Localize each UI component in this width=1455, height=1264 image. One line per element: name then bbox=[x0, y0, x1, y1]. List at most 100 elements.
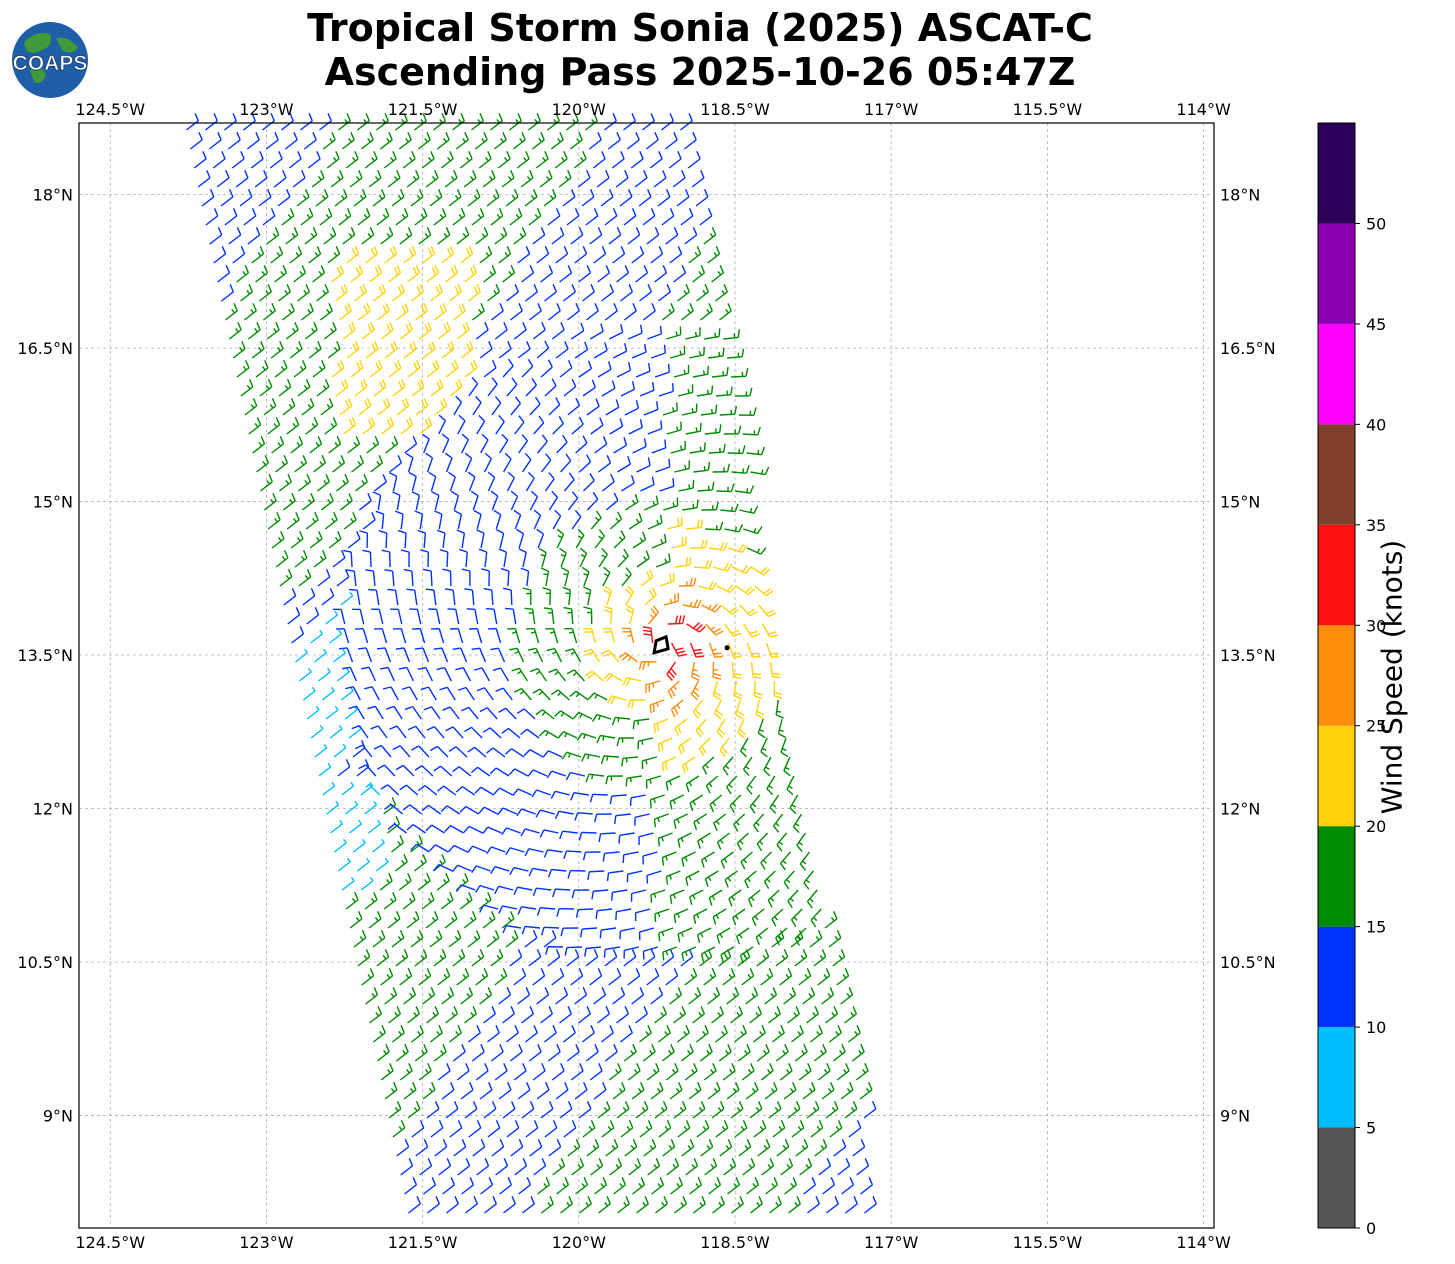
barb-shaft bbox=[699, 1051, 713, 1062]
barb-flag bbox=[665, 189, 671, 198]
barb-shaft bbox=[689, 642, 697, 658]
barb-flag bbox=[336, 267, 342, 276]
barb-shaft bbox=[411, 476, 417, 492]
wind-barb bbox=[473, 509, 482, 530]
barb-shaft bbox=[524, 937, 538, 948]
barb-shaft bbox=[460, 647, 468, 663]
wind-barb bbox=[433, 1044, 447, 1062]
barb-shaft bbox=[425, 177, 439, 188]
wind-barb bbox=[635, 1006, 649, 1024]
wind-barb bbox=[676, 189, 690, 207]
wind-barb bbox=[551, 1063, 565, 1081]
barb-half-flag bbox=[751, 1087, 756, 1093]
wind-barb bbox=[689, 889, 704, 905]
wind-barb bbox=[502, 1101, 516, 1119]
barb-flag bbox=[591, 714, 598, 722]
wind-barb bbox=[840, 1082, 854, 1100]
barb-shaft bbox=[736, 927, 750, 938]
barb-shaft bbox=[665, 234, 679, 245]
barb-shaft bbox=[452, 215, 466, 226]
wind-barb bbox=[277, 189, 291, 207]
barb-flag bbox=[688, 208, 694, 217]
barb-flag bbox=[309, 398, 315, 407]
wind-barb bbox=[426, 360, 440, 378]
wind-barb bbox=[246, 132, 260, 150]
wind-barb bbox=[413, 854, 427, 872]
barb-half-flag bbox=[405, 137, 410, 143]
barb-half-flag bbox=[781, 954, 786, 960]
barb-half-flag bbox=[694, 331, 698, 337]
wind-barb bbox=[367, 705, 384, 720]
barb-flag bbox=[654, 227, 660, 236]
wind-barb bbox=[298, 569, 312, 587]
barb-shaft bbox=[628, 332, 643, 340]
barb-half-flag bbox=[365, 857, 370, 863]
barb-shaft bbox=[573, 158, 587, 169]
wind-barb bbox=[509, 1044, 523, 1062]
barb-flag bbox=[348, 705, 357, 710]
barb-half-flag bbox=[665, 950, 669, 956]
barb-shaft bbox=[582, 927, 598, 930]
wind-barb bbox=[590, 510, 602, 530]
wind-barb bbox=[773, 680, 783, 699]
barb-shaft bbox=[730, 1013, 743, 1024]
wind-barb bbox=[476, 529, 485, 549]
barb-shaft bbox=[603, 755, 620, 758]
wind-barb bbox=[695, 1025, 709, 1043]
barb-flag bbox=[749, 610, 758, 617]
barb-shaft bbox=[292, 177, 306, 188]
wind-barb bbox=[383, 892, 397, 910]
barb-shaft bbox=[255, 272, 268, 283]
wind-barb bbox=[691, 170, 705, 188]
wind-barb bbox=[405, 452, 414, 473]
barb-shaft bbox=[650, 253, 664, 264]
barb-shaft bbox=[589, 234, 603, 245]
barb-shaft bbox=[592, 158, 606, 169]
barb-flag bbox=[711, 603, 719, 611]
barb-half-flag bbox=[242, 270, 247, 276]
barb-flag bbox=[631, 208, 637, 217]
barb-half-flag bbox=[291, 232, 296, 238]
barb-shaft bbox=[438, 420, 446, 435]
wind-barb bbox=[836, 1063, 850, 1081]
wind-barb bbox=[471, 208, 485, 226]
barb-flag bbox=[726, 463, 731, 472]
wind-barb bbox=[354, 284, 368, 302]
barb-shaft bbox=[335, 291, 348, 302]
barb-shaft bbox=[609, 518, 622, 530]
barb-shaft bbox=[588, 773, 604, 777]
wind-barb bbox=[398, 666, 415, 682]
barb-flag bbox=[693, 821, 698, 830]
barb-half-flag bbox=[492, 194, 497, 200]
barb-shaft bbox=[664, 139, 678, 150]
wind-barb bbox=[290, 436, 304, 454]
barb-shaft bbox=[425, 918, 439, 929]
barb-flag bbox=[436, 381, 441, 390]
wind-barb bbox=[426, 1006, 440, 1024]
barb-shaft bbox=[453, 844, 468, 853]
barb-shaft bbox=[792, 813, 803, 827]
barb-flag bbox=[445, 873, 450, 882]
barb-flag bbox=[810, 987, 816, 996]
barb-half-flag bbox=[362, 838, 366, 844]
barb-shaft bbox=[711, 1013, 724, 1024]
barb-flag bbox=[593, 113, 598, 122]
wind-barb bbox=[433, 647, 449, 663]
barb-shaft bbox=[365, 994, 378, 1005]
barb-half-flag bbox=[272, 232, 277, 238]
barb-flag bbox=[532, 930, 538, 939]
barb-flag bbox=[441, 854, 446, 863]
barb-shaft bbox=[642, 956, 656, 967]
barb-flag bbox=[252, 303, 257, 312]
barb-flag bbox=[692, 968, 698, 977]
wind-barb bbox=[377, 398, 391, 416]
barb-half-flag bbox=[276, 251, 281, 257]
barb-flag bbox=[221, 151, 226, 160]
barb-flag bbox=[670, 668, 677, 676]
barb-flag bbox=[461, 1044, 466, 1053]
wind-barb bbox=[532, 227, 546, 245]
wind-barb bbox=[581, 566, 590, 587]
barb-half-flag bbox=[711, 895, 716, 901]
wind-barb bbox=[677, 832, 692, 848]
barb-flag bbox=[391, 797, 397, 806]
